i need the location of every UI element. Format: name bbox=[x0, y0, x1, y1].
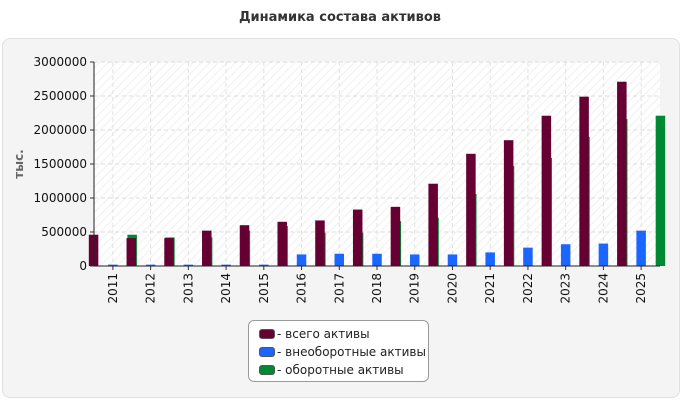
bar-noncurrent-2014 bbox=[221, 264, 231, 266]
bar-noncurrent-2025 bbox=[636, 230, 646, 266]
x-tick-label: 2023 bbox=[559, 273, 573, 304]
x-tick-label: 2019 bbox=[408, 273, 422, 304]
bar-noncurrent-2018 bbox=[372, 253, 382, 266]
legend: - всего активы - внеоборотные активы - о… bbox=[248, 320, 429, 382]
x-tick-label: 2014 bbox=[219, 273, 233, 304]
legend-item-current-assets: - оборотные активы bbox=[259, 361, 428, 379]
bar-total-2014 bbox=[202, 230, 212, 266]
legend-swatch-total bbox=[259, 329, 275, 339]
legend-item-noncurrent-assets: - внеоборотные активы bbox=[259, 343, 428, 361]
bar-total-2025 bbox=[617, 81, 627, 266]
bar-total-2013 bbox=[164, 238, 174, 266]
x-tick-label: 2017 bbox=[332, 273, 346, 304]
bar-total-2017 bbox=[315, 220, 325, 266]
bar-total-2020 bbox=[428, 183, 438, 266]
y-axis-label: тыс. bbox=[12, 149, 26, 178]
bar-noncurrent-2016 bbox=[296, 254, 307, 266]
tick-labels: 3000000 2500000 2000000 1500000 1000000 50000… bbox=[34, 55, 649, 304]
bar-noncurrent-2023 bbox=[560, 244, 571, 266]
x-tick-label: 2018 bbox=[370, 273, 384, 304]
bar-total-2018 bbox=[352, 209, 363, 266]
bar-current-2025 bbox=[655, 115, 666, 266]
bar-total-2024 bbox=[579, 96, 589, 267]
bar-total-2019 bbox=[390, 206, 401, 266]
legend-label-noncurrent: - внеоборотные активы bbox=[277, 345, 426, 359]
chart-title: Динамика состава активов bbox=[238, 10, 442, 25]
bars-group bbox=[88, 81, 666, 267]
legend-item-total-assets: - всего активы bbox=[259, 325, 428, 343]
x-tick-label: 2021 bbox=[483, 273, 497, 304]
y-tick-label: 1500000 bbox=[34, 157, 87, 171]
axes bbox=[90, 61, 660, 270]
grid-lines bbox=[94, 61, 660, 266]
y-tick-label: 0 bbox=[79, 259, 87, 273]
bar-noncurrent-2013 bbox=[183, 264, 194, 266]
legend-label-current: - оборотные активы bbox=[277, 363, 404, 377]
bar-noncurrent-2021 bbox=[485, 252, 495, 266]
y-tick-label: 2000000 bbox=[34, 123, 87, 137]
bar-noncurrent-2011 bbox=[108, 264, 118, 266]
bar-noncurrent-2024 bbox=[598, 243, 609, 266]
bar-total-2015 bbox=[239, 225, 250, 266]
x-tick-label: 2015 bbox=[257, 273, 271, 304]
bar-total-2012 bbox=[126, 238, 137, 266]
legend-swatch-noncurrent bbox=[259, 347, 275, 357]
legend-swatch-current bbox=[259, 365, 275, 375]
bar-total-2022 bbox=[503, 140, 514, 266]
legend-label-total: - всего активы bbox=[277, 327, 370, 341]
bar-noncurrent-2015 bbox=[259, 264, 269, 266]
bar-total-2016 bbox=[277, 221, 287, 266]
x-tick-label: 2020 bbox=[445, 273, 459, 304]
x-tick-label: 2011 bbox=[106, 273, 120, 304]
x-tick-label: 2024 bbox=[596, 273, 610, 304]
bar-total-2021 bbox=[466, 153, 476, 266]
x-tick-label: 2025 bbox=[634, 273, 648, 304]
x-tick-label: 2016 bbox=[295, 273, 309, 304]
bar-noncurrent-2017 bbox=[334, 253, 345, 266]
x-tick-label: 2012 bbox=[144, 273, 158, 304]
y-tick-label: 500000 bbox=[41, 225, 87, 239]
y-tick-label: 2500000 bbox=[34, 89, 87, 103]
bar-noncurrent-2012 bbox=[145, 264, 156, 266]
bar-total-2023 bbox=[541, 115, 552, 266]
y-tick-label: 1000000 bbox=[34, 191, 87, 205]
x-tick-label: 2013 bbox=[181, 273, 195, 304]
bar-noncurrent-2022 bbox=[523, 247, 533, 266]
bar-noncurrent-2020 bbox=[447, 254, 458, 266]
bar-noncurrent-2019 bbox=[409, 254, 420, 266]
y-tick-label: 3000000 bbox=[34, 55, 87, 69]
x-tick-label: 2022 bbox=[521, 273, 535, 304]
